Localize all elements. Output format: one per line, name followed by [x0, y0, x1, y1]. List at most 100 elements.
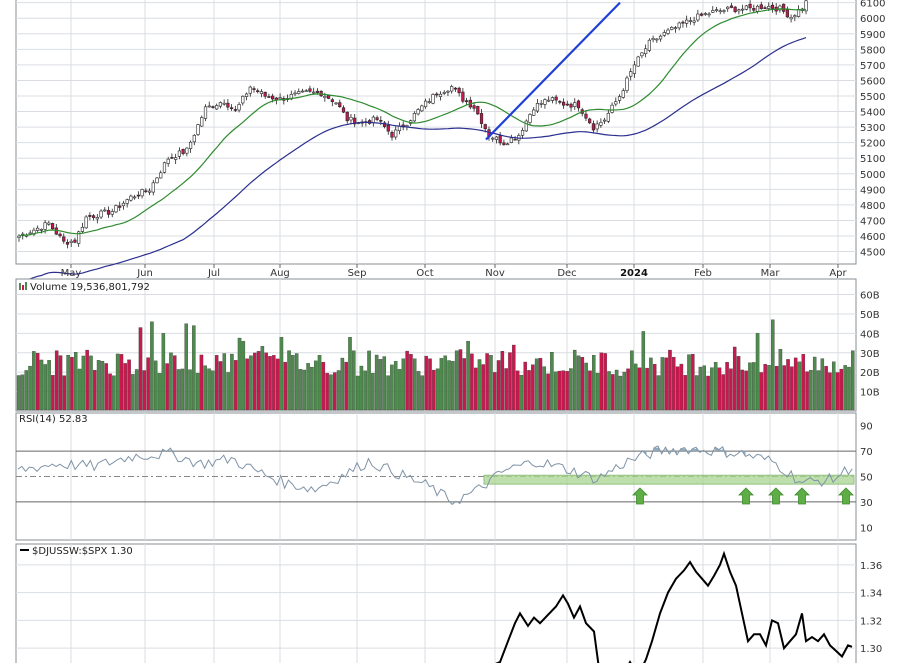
volume-tick-label: 20B — [860, 368, 880, 379]
candle-body — [36, 227, 40, 231]
volume-bar — [847, 366, 851, 411]
candle-body — [610, 104, 614, 113]
volume-bar — [161, 333, 166, 411]
volume-bar — [93, 369, 97, 411]
volume-bar — [142, 370, 147, 411]
candle-body — [420, 105, 424, 112]
volume-bar — [763, 363, 767, 411]
month-label: Nov — [485, 268, 505, 279]
rsi-panel: 10 30 50 70 90 RSI(14) 52.83 — [15, 412, 873, 541]
candle-body — [685, 19, 689, 24]
volume-bar — [713, 362, 718, 411]
volume-bar — [786, 359, 790, 411]
price-panel: 4500 4600 4700 4800 4900 5000 5100 5200 5300 5400… — [15, 0, 885, 282]
volume-bar — [321, 362, 326, 411]
candle-body — [177, 150, 181, 157]
volume-bar — [165, 363, 169, 411]
candle-body — [573, 102, 577, 107]
rsi-arrow — [632, 487, 648, 505]
candle-body — [666, 29, 670, 34]
volume-bar — [641, 331, 646, 411]
volume-bar — [729, 368, 733, 411]
candle-body — [621, 90, 625, 98]
volume-bar — [340, 357, 345, 411]
candle-body — [714, 9, 719, 12]
candle-body — [461, 91, 465, 102]
candle-body — [92, 215, 96, 218]
volume-bar — [542, 366, 547, 411]
candle-body — [733, 6, 737, 12]
volume-bar — [546, 373, 550, 411]
candle-body — [326, 95, 331, 99]
candle-body — [476, 106, 480, 115]
volume-tick-label: 10B — [860, 388, 880, 399]
rsi-arrow — [768, 487, 784, 505]
candle-body — [315, 90, 320, 93]
candle-body — [263, 91, 267, 97]
volume-bar — [180, 368, 185, 411]
volume-bar — [435, 368, 440, 411]
volume-bar — [294, 353, 299, 411]
volume-bar — [752, 362, 756, 411]
volume-bar — [607, 371, 611, 411]
candle-body — [252, 88, 256, 90]
candle-body — [375, 117, 379, 120]
volume-bar — [778, 349, 783, 411]
candle-body — [185, 147, 189, 154]
candle-body — [47, 222, 51, 225]
candle-body — [658, 35, 663, 40]
volume-bar — [451, 361, 455, 411]
volume-bar — [397, 369, 402, 411]
candle-body — [763, 7, 767, 9]
month-label: Jun — [136, 268, 153, 279]
volume-bar — [51, 375, 55, 411]
candle-body — [617, 96, 622, 101]
volume-bar — [367, 350, 371, 411]
candle-body — [77, 231, 81, 244]
volume-bar — [721, 374, 726, 411]
volume-bar — [828, 372, 832, 411]
candle-body — [125, 199, 129, 204]
volume-bar — [218, 361, 223, 411]
volume-bar — [108, 373, 112, 411]
candle-body — [174, 157, 178, 160]
volume-bar — [725, 362, 729, 411]
candle-body — [472, 105, 476, 109]
volume-bar — [378, 359, 383, 411]
volume-bar — [675, 366, 680, 411]
volume-bar — [355, 375, 360, 411]
candle-body — [39, 228, 43, 231]
candle-body — [770, 4, 775, 9]
volume-bar — [630, 350, 634, 411]
volume-bar — [24, 370, 28, 411]
volume-bar — [317, 355, 322, 411]
candle-body — [248, 86, 252, 94]
volume-bar — [279, 337, 284, 411]
volume-bar — [485, 353, 489, 411]
volume-bar — [824, 365, 828, 411]
candle-body — [729, 5, 734, 8]
rsi-tick-label: 70 — [860, 447, 873, 458]
candle-body — [244, 93, 249, 97]
volume-bar — [405, 350, 409, 411]
volume-bar — [352, 350, 356, 411]
volume-bar — [592, 355, 596, 411]
candle-body — [767, 6, 771, 9]
candle-body — [595, 123, 599, 130]
volume-bar — [645, 367, 649, 411]
volume-bar — [199, 354, 204, 411]
volume-bar — [572, 349, 577, 411]
candle-body — [748, 3, 752, 9]
volume-bar — [702, 365, 706, 411]
candle-body — [561, 101, 566, 106]
candle-body — [379, 120, 383, 122]
volume-bar — [371, 373, 375, 411]
ratio-line — [495, 550, 853, 663]
volume-legend-swatch — [25, 282, 27, 290]
volume-bar — [275, 358, 280, 411]
volume-tick-label: 30B — [860, 349, 880, 360]
volume-bar — [557, 370, 562, 411]
volume-bar — [420, 375, 425, 411]
candle-body — [539, 103, 543, 105]
candle-body — [222, 102, 226, 105]
